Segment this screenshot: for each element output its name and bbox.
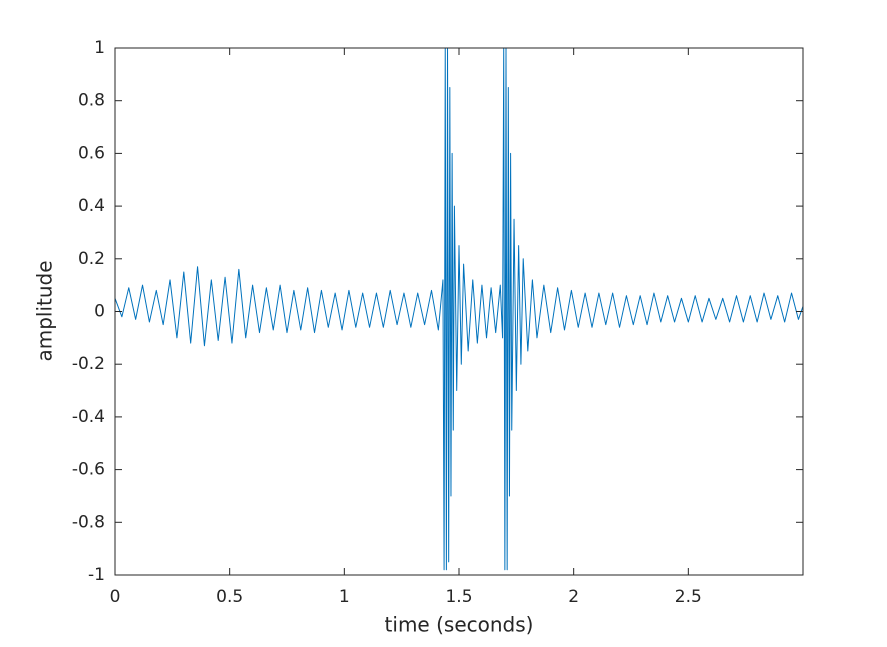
y-tick-label: 1: [94, 38, 105, 58]
y-tick-label: 0.2: [78, 249, 105, 269]
plot-area: [115, 48, 803, 575]
waveform-line: [115, 48, 803, 571]
y-tick-label: 0.4: [78, 196, 105, 216]
x-tick-label: 2: [568, 587, 579, 607]
x-tick-label: 2.5: [675, 587, 702, 607]
y-tick-label: -0.2: [72, 354, 105, 374]
y-tick-label: -0.8: [72, 512, 105, 532]
y-tick-label: -0.4: [72, 407, 105, 427]
y-tick-label: 0: [94, 302, 105, 322]
y-tick-label: -1: [88, 565, 105, 585]
y-tick-label: 0.8: [78, 91, 105, 111]
x-tick-label: 0: [110, 587, 121, 607]
x-tick-label: 1: [339, 587, 350, 607]
y-axis-label: amplitude: [33, 260, 57, 361]
y-tick-label: 0.6: [78, 143, 105, 163]
x-axis-label: time (seconds): [385, 613, 534, 637]
y-tick-label: -0.6: [72, 460, 105, 480]
x-tick-label: 1.5: [445, 587, 472, 607]
x-tick-label: 0.5: [216, 587, 243, 607]
